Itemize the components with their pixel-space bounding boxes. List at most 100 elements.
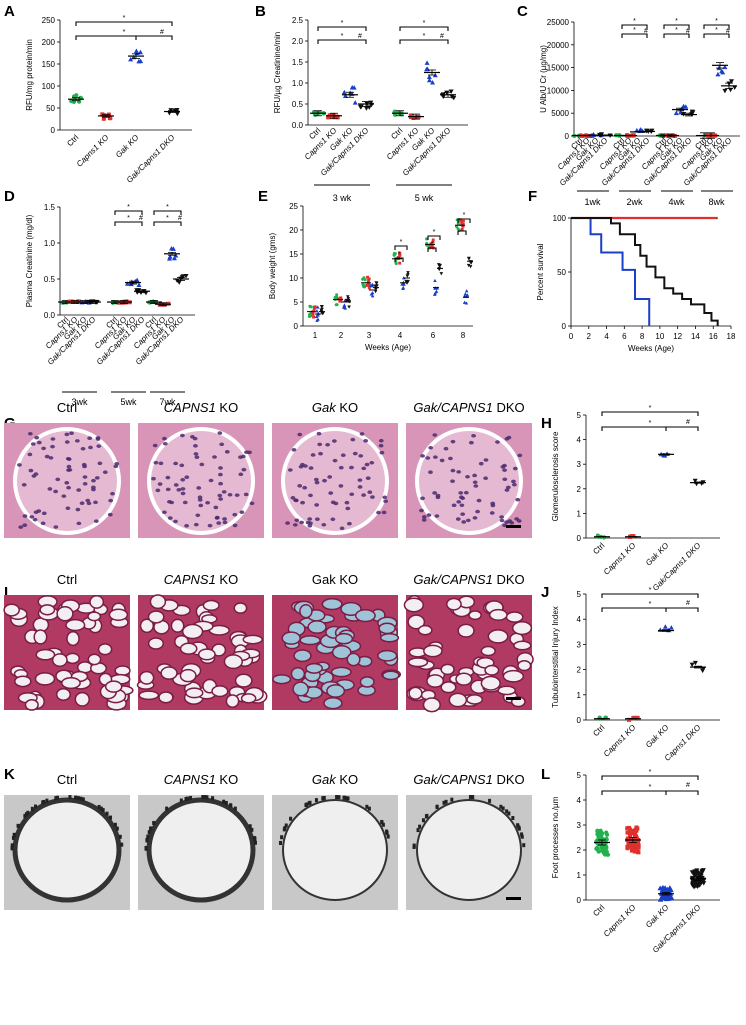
- nucleus: [297, 432, 303, 437]
- E-point: [466, 263, 471, 268]
- nucleus: [219, 442, 225, 447]
- tubule: [179, 668, 197, 683]
- foot-process: [442, 800, 446, 805]
- tubule: [480, 645, 496, 657]
- L-group-2-point: [662, 885, 668, 890]
- nucleus: [110, 491, 115, 496]
- tubule: [497, 685, 517, 696]
- L-group-3-point: [690, 880, 696, 886]
- foot-process: [284, 823, 288, 828]
- foot-process: [253, 836, 257, 841]
- E-x-tick-label: 3: [367, 331, 372, 340]
- y-axis-label: Foot processes no./µm: [551, 796, 560, 878]
- A-group-2-point: [128, 56, 134, 62]
- nucleus: [33, 510, 39, 514]
- tubule: [290, 666, 306, 681]
- tubule: [331, 645, 352, 660]
- nucleus: [239, 510, 245, 514]
- significance-mark: *: [461, 224, 464, 231]
- y-tick-label: 0: [577, 716, 582, 725]
- F-censor-mark: ·: [716, 214, 719, 223]
- D-group-2-3-point: [176, 280, 182, 285]
- A-group-2-point: [137, 49, 143, 55]
- y-tick-label: 25: [289, 202, 298, 211]
- A-bracket-ctrl-gak: [75, 35, 173, 40]
- significance-mark: #: [686, 600, 690, 607]
- y-tick-label: 1: [577, 691, 582, 700]
- foot-process: [250, 827, 254, 832]
- E-point: [367, 286, 371, 290]
- foot-process: [308, 800, 312, 805]
- B-group-0-2-point: [352, 100, 358, 105]
- y-tick-label: 0: [51, 126, 56, 135]
- tubule: [440, 663, 455, 676]
- E-point: [312, 315, 316, 319]
- E-point: [334, 303, 338, 307]
- tubule: [160, 666, 178, 680]
- y-tick-label: 2.0: [292, 37, 304, 46]
- D-group-2-2-point: [166, 256, 172, 261]
- glomerulus: [281, 427, 389, 535]
- micro-title: Gak/CAPNS1 DKO: [413, 572, 524, 587]
- nucleus: [193, 452, 199, 456]
- nucleus: [179, 463, 185, 468]
- nucleus: [420, 496, 425, 501]
- significance-mark: *: [633, 18, 636, 25]
- E-point: [439, 272, 444, 276]
- nucleus: [80, 446, 86, 451]
- significance-mark: #: [726, 28, 730, 35]
- tubule: [305, 662, 323, 674]
- nucleus: [162, 441, 168, 446]
- E-point: [347, 305, 351, 309]
- foot-process: [412, 844, 416, 849]
- nucleus: [96, 444, 102, 448]
- B-group-0-3-point: [363, 106, 369, 111]
- E-point: [344, 298, 349, 303]
- tubule: [234, 673, 253, 688]
- D-group-2-2-point: [169, 245, 175, 251]
- significance-mark: #: [686, 419, 690, 426]
- nucleus: [504, 520, 510, 525]
- B-group-0-1-point: [334, 114, 339, 119]
- tubule: [51, 653, 68, 668]
- tubule: [74, 691, 90, 707]
- C-group-label: 1wk: [584, 197, 601, 207]
- nucleus: [495, 440, 500, 444]
- nucleus: [361, 493, 367, 497]
- y-tick-label: 4: [577, 796, 582, 805]
- significance-mark: *: [649, 587, 652, 594]
- nucleus: [456, 470, 462, 474]
- foot-process: [115, 826, 119, 831]
- nucleus: [314, 503, 320, 507]
- B-group-1-3-point: [448, 89, 454, 95]
- nucleus: [382, 495, 388, 500]
- E-bracket: [457, 230, 467, 235]
- nucleus: [432, 491, 438, 495]
- glomerulus: [147, 427, 255, 535]
- foot-process: [520, 832, 524, 837]
- scale-bar: [506, 525, 521, 528]
- foot-process: [499, 804, 503, 809]
- B-bracket: [317, 39, 367, 44]
- tubule: [423, 644, 443, 658]
- glomerulus: [13, 427, 121, 535]
- nucleus: [439, 458, 445, 463]
- E-point: [319, 305, 324, 309]
- tubule: [378, 622, 396, 635]
- D-group-label: 3wk: [71, 397, 88, 407]
- significance-mark: *: [400, 239, 403, 246]
- foot-process: [345, 796, 349, 801]
- nucleus: [162, 436, 167, 441]
- E-point: [398, 251, 402, 255]
- significance-mark: *: [341, 33, 344, 40]
- F-x-tick-label: 16: [709, 332, 718, 341]
- E-point: [315, 309, 319, 313]
- nucleus: [303, 464, 308, 468]
- nucleus: [490, 501, 496, 506]
- y-tick-label: 250: [42, 16, 56, 25]
- E-point: [404, 279, 408, 284]
- tubule: [379, 632, 400, 643]
- nucleus: [180, 433, 185, 438]
- foot-process: [105, 811, 109, 816]
- nucleus: [157, 482, 163, 486]
